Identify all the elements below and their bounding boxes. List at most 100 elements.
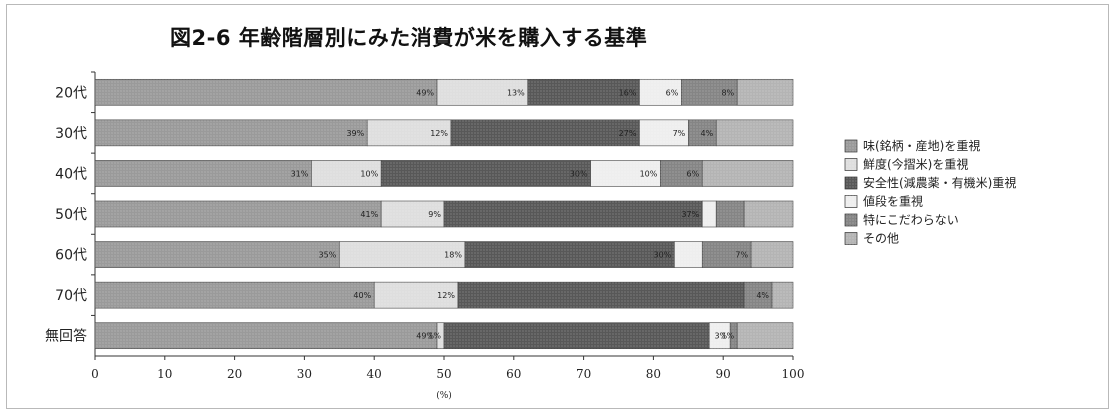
data-label: 27% <box>619 129 637 138</box>
bar-texture <box>737 79 793 106</box>
data-label: 8% <box>721 88 734 97</box>
data-label: 7% <box>735 251 748 260</box>
x-axis-unit: (%) <box>436 390 452 401</box>
bar-texture <box>681 79 738 106</box>
bar-texture <box>716 119 793 146</box>
bar-texture <box>95 160 312 187</box>
data-label: 40% <box>353 291 371 300</box>
legend-swatch-texture <box>845 158 857 171</box>
bar-texture <box>744 201 793 227</box>
bar-texture <box>702 241 752 268</box>
chart-frame <box>6 4 1109 409</box>
data-label: 12% <box>430 129 448 138</box>
bar-texture <box>527 79 640 106</box>
category-label: 40代 <box>55 166 87 182</box>
data-label: 6% <box>687 169 700 178</box>
bar-texture <box>437 322 444 349</box>
legend-swatch-texture <box>845 214 857 226</box>
data-label: 39% <box>346 129 364 138</box>
bar-texture <box>450 119 640 146</box>
category-label: 無回答 <box>45 328 87 345</box>
bar-texture <box>95 201 382 227</box>
data-label: 35% <box>319 251 337 260</box>
data-label: 37% <box>681 210 699 219</box>
bar-texture <box>444 201 703 227</box>
legend-label: 味(銘柄・産地)を重視 <box>863 138 980 153</box>
bar-texture <box>95 322 438 349</box>
data-label: 31% <box>291 169 309 178</box>
category-label: 50代 <box>55 207 87 223</box>
bar-texture <box>444 322 710 349</box>
bar-texture <box>639 119 689 146</box>
bar-texture <box>339 241 465 268</box>
data-label: 49% <box>416 88 434 97</box>
bar-texture <box>737 322 793 349</box>
data-label: 1% <box>428 332 441 341</box>
data-label: 49% <box>416 332 434 341</box>
category-label: 60代 <box>55 248 87 264</box>
legend-label: 特にこだわらない <box>863 212 959 227</box>
bar-texture <box>660 160 703 187</box>
bar-texture <box>702 160 793 187</box>
data-label: 16% <box>619 88 637 97</box>
x-tick-label: 80 <box>646 367 661 381</box>
legend-label: 鮮度(今摺米)を重視 <box>863 157 968 172</box>
bar-texture <box>95 241 340 268</box>
x-tick-label: 50 <box>436 367 451 381</box>
legend-label: 値段を重視 <box>863 194 923 209</box>
data-label: 30% <box>654 251 672 260</box>
data-label: 41% <box>360 210 378 219</box>
data-label: 12% <box>437 291 455 300</box>
category-label: 70代 <box>55 288 87 304</box>
x-tick-label: 70 <box>576 367 591 381</box>
x-tick-label: 60 <box>506 367 521 381</box>
data-label: 7% <box>673 129 686 138</box>
bar-texture <box>639 79 682 106</box>
data-label: 4% <box>756 291 769 300</box>
legend-swatch-texture <box>845 177 857 189</box>
data-label: 10% <box>640 169 658 178</box>
x-tick-label: 0 <box>91 367 99 381</box>
bar-texture <box>381 160 591 187</box>
legend-label: 安全性(減農薬・有機米)重視 <box>863 175 1016 190</box>
bar-texture <box>437 79 528 106</box>
bar-texture <box>590 160 661 187</box>
data-label: 4% <box>701 129 714 138</box>
bar-texture <box>702 201 717 227</box>
bar-texture <box>367 119 451 146</box>
legend-swatch-texture <box>845 195 857 208</box>
category-label: 20代 <box>55 85 87 101</box>
bar-texture <box>709 322 731 349</box>
bar-texture <box>311 160 382 187</box>
bar-texture <box>464 241 675 268</box>
x-tick-label: 10 <box>157 367 172 381</box>
data-label: 6% <box>666 88 679 97</box>
data-label: 13% <box>507 88 525 97</box>
data-label: 18% <box>444 251 462 260</box>
x-tick-label: 20 <box>227 367 242 381</box>
bar-texture <box>751 241 793 268</box>
bar-texture <box>716 201 745 227</box>
chart-title: 図2-6 年齢階層別にみた消費が米を購入する基準 <box>170 26 648 50</box>
bar-texture <box>730 322 738 349</box>
bar-texture <box>95 282 375 309</box>
data-label: 3% <box>714 332 727 341</box>
bar-texture <box>688 119 717 146</box>
bar-texture <box>744 282 773 309</box>
category-label: 30代 <box>55 126 87 142</box>
bar-texture <box>374 282 458 309</box>
x-tick-label: 30 <box>297 367 312 381</box>
bar-texture <box>674 241 703 268</box>
legend-swatch-texture <box>845 140 857 152</box>
bar-texture <box>95 119 368 146</box>
data-label: 1% <box>721 332 734 341</box>
x-tick-label: 90 <box>716 367 731 381</box>
legend-label: その他 <box>863 232 899 246</box>
bar-texture <box>381 201 444 227</box>
legend-swatch-texture <box>845 232 857 245</box>
bar-texture <box>457 282 745 309</box>
bar-texture <box>95 79 438 106</box>
data-label: 10% <box>360 169 378 178</box>
x-tick-label: 40 <box>367 367 382 381</box>
